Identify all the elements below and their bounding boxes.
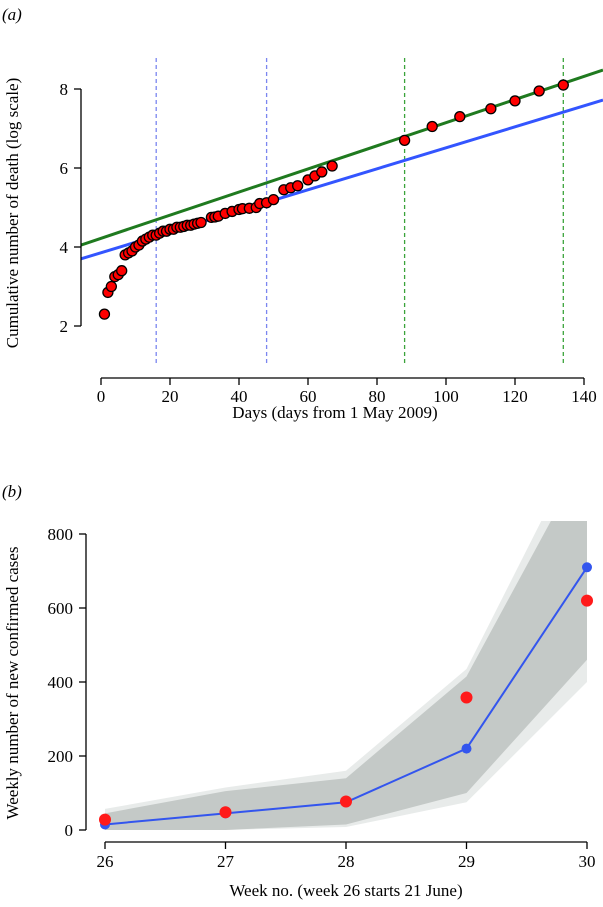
data-point bbox=[485, 103, 497, 115]
y-tick-label: 6 bbox=[60, 159, 69, 178]
data-point bbox=[105, 280, 117, 293]
x-tick-label: 40 bbox=[231, 387, 248, 406]
data-point bbox=[316, 166, 328, 178]
panel-b-label: (b) bbox=[2, 482, 22, 501]
data-point bbox=[291, 180, 304, 192]
observed-point bbox=[219, 806, 232, 819]
x-tick-label: 27 bbox=[217, 852, 235, 871]
observed-point bbox=[99, 813, 111, 826]
y-tick-label: 2 bbox=[60, 317, 69, 336]
x-tick-label: 100 bbox=[433, 387, 459, 406]
plot-area bbox=[81, 58, 603, 366]
y-tick-label: 600 bbox=[48, 599, 74, 618]
observed-point bbox=[581, 594, 593, 607]
data-point bbox=[195, 216, 207, 229]
x-tick-label: 0 bbox=[97, 387, 106, 406]
y-tick-label: 4 bbox=[60, 238, 69, 257]
panel-b-ylabel: Weekly number of new confirmed cases bbox=[3, 547, 22, 820]
data-point bbox=[326, 160, 338, 172]
y-tick-label: 8 bbox=[60, 80, 69, 99]
x-tick-label: 140 bbox=[571, 387, 597, 406]
data-point bbox=[509, 95, 521, 107]
x-tick-label: 28 bbox=[338, 852, 355, 871]
panel-a-ylabel: Cumulative number of death (log scale) bbox=[3, 78, 22, 349]
y-tick-label: 400 bbox=[48, 673, 74, 692]
fit-line-0 bbox=[81, 68, 603, 247]
data-point bbox=[98, 308, 111, 320]
y-tick-label: 200 bbox=[48, 747, 74, 766]
data-point bbox=[398, 134, 411, 147]
y-tick-label: 0 bbox=[65, 821, 74, 840]
data-point bbox=[116, 265, 128, 277]
y-tick-label: 800 bbox=[48, 525, 74, 544]
x-tick-label: 80 bbox=[369, 387, 386, 406]
panel-a-xlabel: Days (days from 1 May 2009) bbox=[232, 403, 437, 422]
data-point bbox=[533, 85, 545, 97]
x-tick-label: 30 bbox=[579, 852, 596, 871]
x-tick-label: 120 bbox=[502, 387, 528, 406]
observed-point bbox=[460, 691, 473, 704]
predicted-point bbox=[461, 743, 472, 754]
panel-a-label: (a) bbox=[2, 5, 22, 24]
x-tick-label: 60 bbox=[300, 387, 317, 406]
data-point bbox=[557, 79, 569, 91]
x-tick-label: 29 bbox=[458, 852, 475, 871]
data-point bbox=[454, 111, 466, 123]
panel-b: 0 200 400 600 800 26 27 28 29 30 bbox=[48, 521, 596, 871]
observed-point bbox=[340, 795, 352, 808]
x-tick-label: 26 bbox=[97, 852, 114, 871]
predicted-point bbox=[582, 562, 592, 573]
plot-area bbox=[99, 521, 593, 830]
data-point bbox=[426, 120, 438, 133]
data-point bbox=[267, 193, 280, 206]
x-tick-label: 20 bbox=[162, 387, 179, 406]
panel-b-xlabel: Week no. (week 26 starts 21 June) bbox=[229, 881, 462, 900]
